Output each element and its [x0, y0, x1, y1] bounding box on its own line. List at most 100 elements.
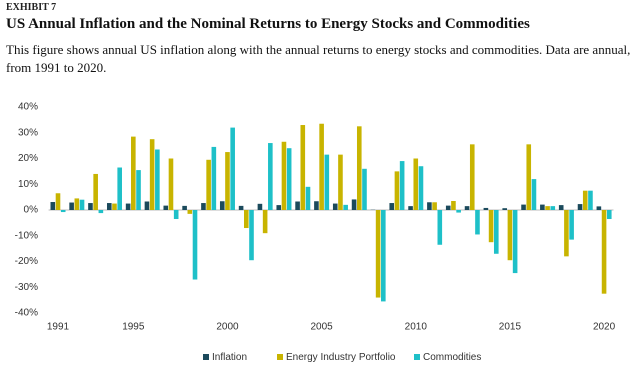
bar: [98, 210, 104, 214]
bar: [427, 202, 432, 210]
bar: [343, 204, 348, 210]
bar: [588, 190, 593, 210]
legend-label: Energy Industry Portfolio: [286, 352, 396, 363]
bar: [268, 143, 273, 210]
y-tick-label: -40%: [15, 308, 38, 319]
legend-label: Commodities: [423, 352, 481, 363]
x-tick-label: 1995: [122, 322, 145, 333]
bar: [464, 206, 470, 210]
bar: [351, 199, 357, 210]
subtitle: This figure shows annual US inflation al…: [6, 42, 631, 75]
bar: [173, 210, 179, 220]
bar: [502, 208, 508, 210]
bar: [418, 166, 424, 210]
bar: [564, 210, 569, 257]
x-tick-label: 2000: [216, 322, 239, 333]
bar: [601, 210, 607, 294]
bar: [112, 203, 117, 210]
bar: [117, 167, 122, 210]
bar: [432, 202, 437, 210]
x-tick-label: 2020: [593, 322, 616, 333]
bar: [125, 203, 131, 210]
bar: [144, 201, 150, 210]
bar: [182, 205, 187, 210]
bar: [545, 206, 550, 210]
bar: [60, 210, 66, 213]
bar: [168, 158, 174, 210]
bar: [192, 210, 198, 280]
bar: [445, 205, 451, 210]
bar: [238, 205, 244, 210]
bar: [276, 205, 282, 210]
bar: [493, 210, 499, 254]
bar: [324, 154, 330, 210]
bar: [577, 204, 583, 210]
bar: [314, 201, 319, 210]
bar: [381, 210, 386, 302]
bar: [69, 202, 74, 210]
bar: [596, 206, 602, 210]
bar: [606, 210, 612, 220]
bar: [319, 123, 324, 210]
bar: [451, 200, 456, 210]
legend-swatch: [203, 354, 209, 360]
x-tick-label: 2005: [310, 322, 333, 333]
bar: [456, 210, 461, 213]
bar: [469, 144, 475, 210]
bar: [262, 210, 268, 234]
bar: [211, 146, 217, 210]
bar: [149, 139, 155, 210]
y-tick-label: 40%: [18, 102, 38, 113]
bar: [483, 207, 489, 210]
y-tick-label: -30%: [15, 282, 38, 293]
bar: [136, 170, 141, 210]
bar: [257, 203, 263, 210]
x-tick-label: 2010: [405, 322, 428, 333]
bar: [201, 203, 206, 210]
bar: [362, 168, 367, 210]
bar: [300, 125, 306, 210]
x-tick-label: 2015: [499, 322, 522, 333]
y-tick-label: 0%: [24, 205, 39, 216]
bar: [338, 154, 343, 210]
bar: [413, 158, 419, 210]
header: EXHIBIT 7 US Annual Inflation and the No…: [6, 2, 634, 77]
bar: [582, 190, 588, 210]
bar: [569, 210, 574, 240]
bar: [106, 203, 112, 210]
bar: [540, 204, 545, 210]
bar: [521, 204, 526, 210]
bar: [163, 205, 169, 210]
bar: [74, 198, 80, 210]
y-tick-label: -10%: [15, 230, 38, 241]
bar: [356, 126, 362, 210]
y-tick-label: 30%: [18, 127, 38, 138]
bar: [281, 141, 287, 210]
bar: [249, 210, 254, 261]
bar: [531, 179, 537, 210]
bar: [475, 210, 480, 235]
bar: [88, 203, 93, 210]
legend-swatch: [277, 354, 283, 360]
exhibit-label: EXHIBIT 7: [6, 2, 57, 13]
bar: [93, 173, 98, 210]
bar: [295, 201, 300, 210]
bar: [230, 127, 235, 210]
bar: [219, 201, 225, 210]
bar: [79, 199, 85, 210]
bar: [399, 161, 405, 210]
y-tick-label: -20%: [15, 256, 38, 267]
x-tick-label: 1991: [47, 322, 70, 333]
bar: [225, 152, 230, 210]
bar: [526, 144, 532, 210]
bar: [389, 203, 395, 210]
bar: [206, 159, 211, 210]
bar: [50, 202, 56, 210]
bar: [408, 206, 413, 210]
bar: [488, 210, 494, 243]
bar: [558, 205, 564, 210]
bar: [550, 206, 556, 210]
bar: [437, 210, 443, 245]
bar: [187, 210, 193, 214]
bar: [375, 210, 381, 298]
